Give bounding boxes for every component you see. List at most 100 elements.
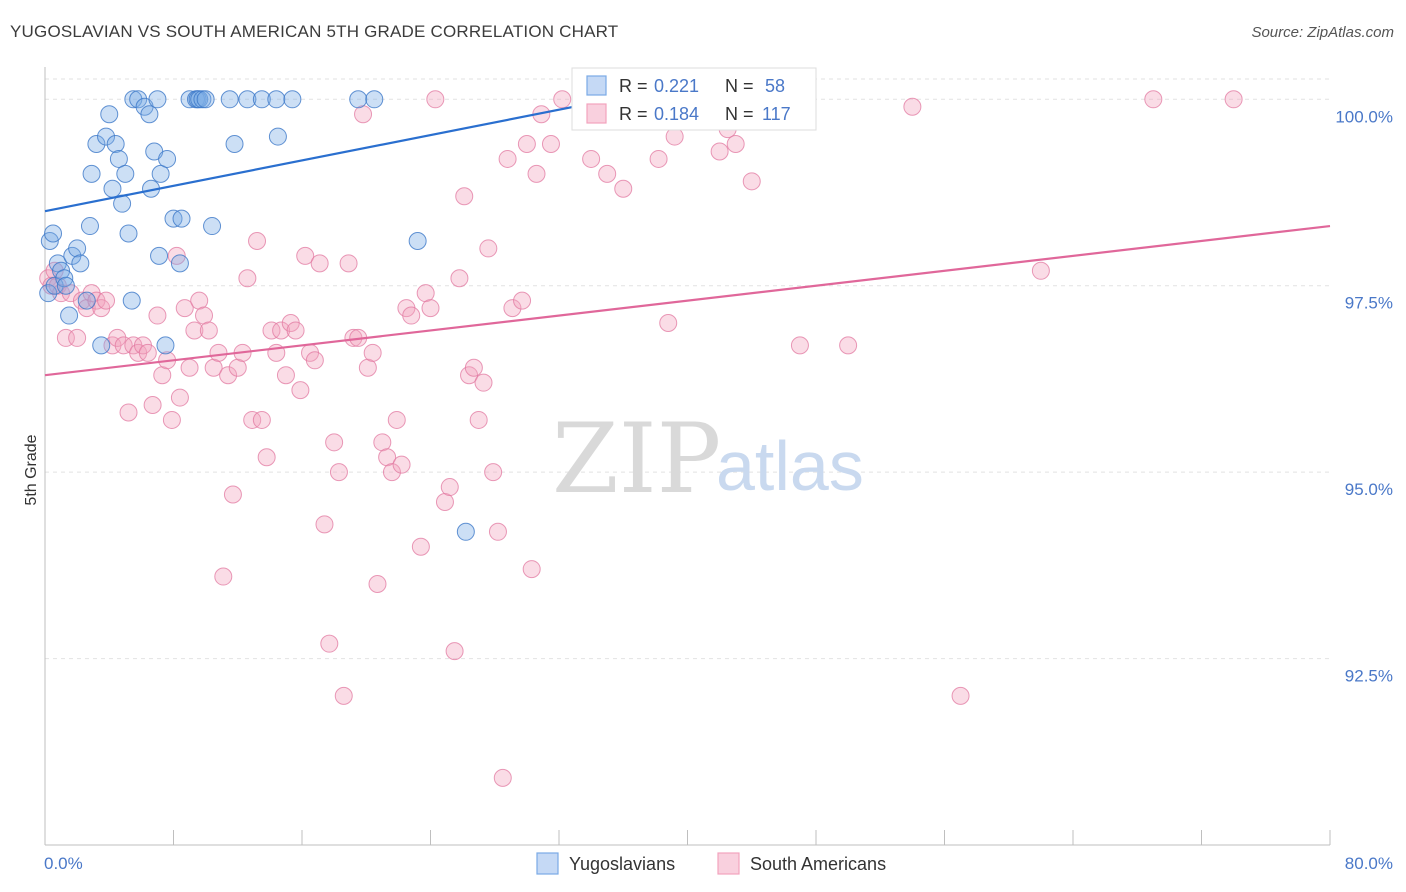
south-americans-point	[790, 336, 809, 355]
south-americans-point	[493, 768, 512, 787]
south-americans-point	[951, 686, 970, 705]
south-americans-point	[469, 410, 488, 429]
series-legend: Yugoslavians South Americans	[536, 852, 886, 875]
south-americans-point	[148, 306, 167, 325]
yugoslavians-point	[77, 291, 96, 310]
south-americans-point	[484, 463, 503, 482]
south-americans-point	[310, 254, 329, 273]
legend-r-label-2: R =	[619, 104, 648, 124]
south-americans-point	[214, 567, 233, 586]
south-americans-points	[39, 90, 1243, 787]
south-americans-point	[257, 448, 276, 467]
yugoslavians-point	[116, 164, 135, 183]
south-americans-point	[421, 299, 440, 318]
south-americans-point	[710, 142, 729, 161]
stats-legend-box	[571, 67, 817, 131]
south-americans-point	[325, 433, 344, 452]
south-americans-point	[411, 537, 430, 556]
south-americans-point	[286, 321, 305, 340]
south-americans-point	[435, 492, 454, 511]
south-americans-point	[97, 291, 116, 310]
south-americans-point	[223, 485, 242, 504]
yugoslavians-point	[55, 269, 74, 288]
series-legend-swatch-south-americans	[717, 852, 740, 875]
south-americans-point	[119, 403, 138, 422]
south-americans-point	[248, 231, 267, 250]
yugoslavians-point	[158, 149, 177, 168]
yugoslavians-point	[203, 217, 222, 236]
south-americans-point	[1224, 90, 1243, 109]
south-americans-point	[305, 351, 324, 370]
south-americans-point	[138, 343, 157, 362]
south-americans-point	[185, 321, 204, 340]
yugoslavians-point	[39, 284, 58, 303]
yugoslavians-point	[220, 90, 239, 109]
south-americans-point	[320, 634, 339, 653]
south-americans-point	[143, 396, 162, 415]
legend-r-value-2: 0.184	[654, 104, 699, 124]
south-americans-point	[1144, 90, 1163, 109]
yugoslavians-point	[82, 164, 101, 183]
y-tick-labels: 100.0% 97.5% 95.0% 92.5%	[1335, 107, 1393, 685]
south-americans-point	[170, 388, 189, 407]
yugoslavians-point	[456, 522, 475, 541]
legend-n-label-2: N =	[725, 104, 754, 124]
yugoslavians-point	[60, 306, 79, 325]
south-americans-point	[503, 299, 522, 318]
yugoslavians-point	[87, 135, 106, 154]
south-americans-point	[354, 105, 373, 124]
south-americans-point	[209, 343, 228, 362]
series-legend-swatch-yugoslavians	[536, 852, 559, 875]
south-americans-point	[373, 433, 392, 452]
south-americans-point	[175, 299, 194, 318]
yugoslavians-point	[151, 164, 170, 183]
yugoslavians-point	[119, 224, 138, 243]
watermark: ZIP atlas	[552, 403, 864, 515]
axes	[44, 67, 1331, 846]
legend-swatch-south-americans	[586, 103, 607, 124]
yugoslavians-point	[71, 254, 90, 273]
south-americans-point	[488, 522, 507, 541]
legend-n-value-1: 58	[765, 76, 785, 96]
yugoslavians-point	[97, 127, 116, 146]
south-americans-point	[153, 366, 172, 385]
south-americans-point	[296, 246, 315, 265]
south-americans-point	[276, 366, 295, 385]
yugoslavians-point	[225, 135, 244, 154]
south-americans-point	[392, 455, 411, 474]
south-americans-point	[742, 172, 761, 191]
south-americans-point	[190, 291, 209, 310]
south-americans-trend-line	[44, 224, 1331, 377]
series-legend-label-yugoslavians: Yugoslavians	[569, 854, 675, 874]
south-americans-point	[665, 127, 684, 146]
south-americans-point	[334, 686, 353, 705]
south-americans-point	[659, 314, 678, 332]
south-americans-point	[903, 97, 922, 116]
yugoslavians-point	[106, 135, 125, 154]
south-americans-point	[522, 560, 541, 579]
south-americans-point	[272, 321, 291, 340]
yugoslavians-point	[148, 90, 167, 109]
x-tick-labels: 0.0% 80.0%	[44, 854, 1393, 873]
series-legend-label-south-americans: South Americans	[750, 854, 886, 874]
south-americans-point	[726, 135, 745, 154]
yugoslavians-point	[44, 224, 63, 243]
yugoslavians-point	[238, 90, 257, 109]
yugoslavians-point	[80, 217, 99, 236]
yugoslavians-point	[150, 246, 169, 265]
south-americans-point	[114, 336, 133, 355]
y-tick-label: 97.5%	[1345, 294, 1393, 313]
south-americans-point	[527, 164, 546, 183]
x-tick-label: 0.0%	[44, 854, 83, 873]
south-americans-point	[582, 149, 601, 168]
south-americans-point	[649, 149, 668, 168]
yugoslavians-point	[170, 254, 189, 273]
south-americans-point	[416, 284, 435, 303]
y-tick-label: 100.0%	[1335, 107, 1393, 126]
south-americans-point	[199, 321, 218, 340]
south-americans-point	[329, 463, 348, 482]
yugoslavians-point	[68, 239, 87, 258]
watermark-zip: ZIP	[552, 403, 721, 515]
yugoslavians-point	[103, 179, 122, 198]
south-americans-point	[541, 135, 560, 154]
